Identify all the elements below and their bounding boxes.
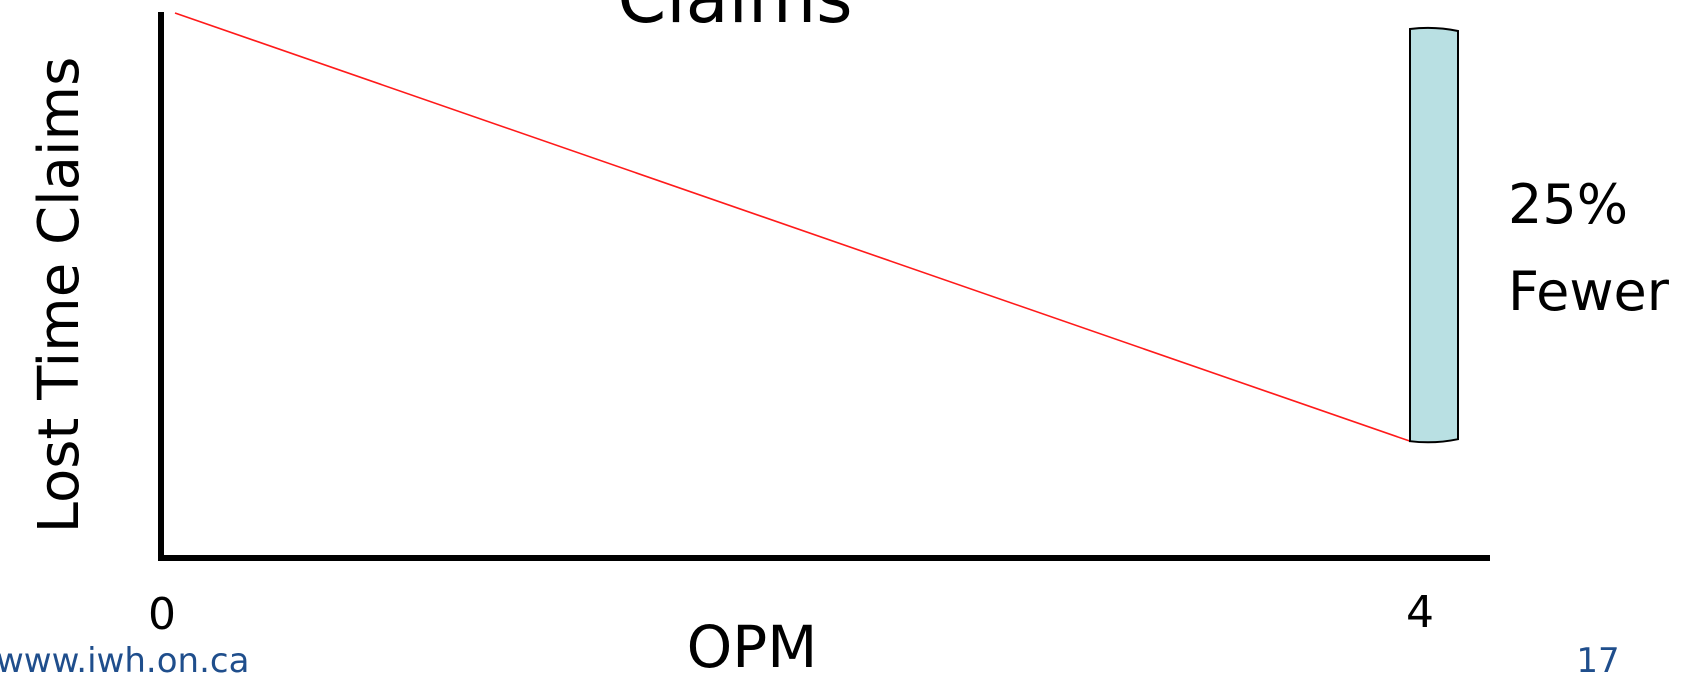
footer-website: www.iwh.on.ca — [0, 641, 249, 673]
x-axis-label: OPM — [687, 613, 818, 673]
reduction-bracket — [1409, 26, 1459, 444]
series-line — [174, 12, 1411, 442]
annotation-line-2: Fewer — [1508, 260, 1670, 323]
x-tick-label-0: 0 — [148, 589, 176, 640]
annotation-line-1: 25% — [1508, 173, 1628, 236]
chart-title: Claims — [617, 0, 852, 39]
page-number: 17 — [1576, 641, 1619, 673]
y-axis-label: Lost Time Claims — [27, 57, 92, 534]
x-tick-label-4: 4 — [1406, 587, 1434, 638]
